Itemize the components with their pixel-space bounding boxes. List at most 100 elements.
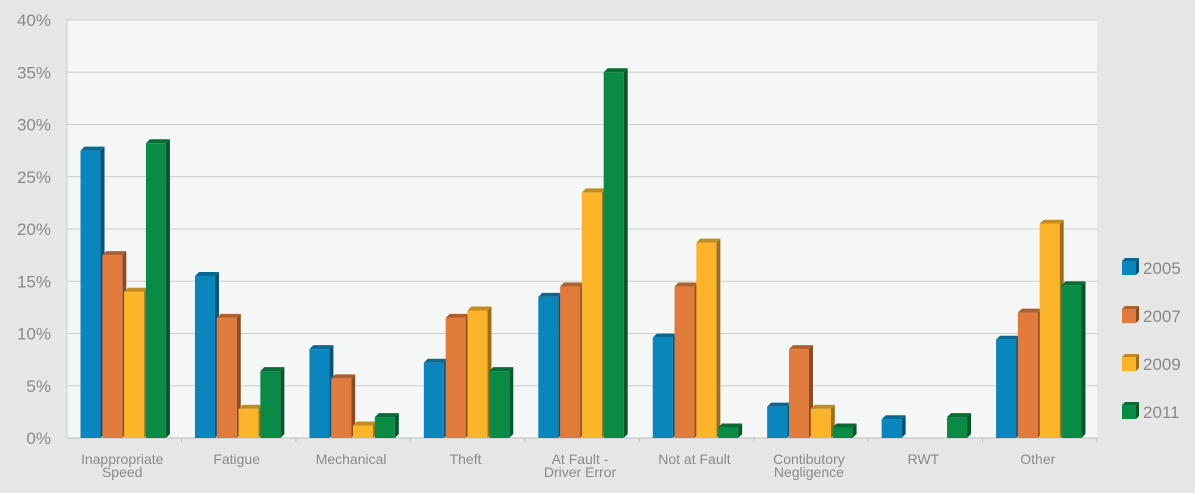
bar-top [996, 335, 1021, 340]
bar-front [560, 286, 581, 438]
legend-item-2005: 2005 [1122, 258, 1181, 278]
bar-front [124, 291, 145, 438]
bar-top [238, 404, 263, 409]
bar-front [238, 408, 259, 438]
bar-top [603, 68, 628, 73]
y-tick-label: 30% [17, 116, 51, 135]
x-category-label: Negligence [774, 464, 844, 480]
bar-top [145, 139, 170, 144]
bar-2009-5 [696, 238, 721, 438]
bar-top [374, 413, 399, 418]
bar-top [538, 292, 563, 297]
bar-front [467, 310, 488, 438]
x-category-label: At Fault - [552, 451, 609, 467]
bar-side [967, 413, 972, 438]
bar-top [581, 188, 606, 193]
bar-top [1017, 308, 1042, 313]
bar-top [124, 287, 149, 292]
bar-front [331, 378, 352, 438]
bar-2009-6 [810, 404, 835, 438]
y-tick-label: 40% [17, 11, 51, 30]
bar-2011-7 [947, 413, 972, 438]
bar-front [696, 242, 717, 438]
bar-front [194, 276, 215, 438]
bar-top [767, 402, 792, 407]
legend-item-2009: 2009 [1122, 354, 1181, 374]
x-category-label: Fatigue [213, 451, 260, 467]
bar-front [1039, 223, 1060, 438]
bar-2007-1 [216, 313, 241, 438]
bar-front [832, 427, 853, 438]
legend-swatch-side [1136, 306, 1139, 323]
bar-front [260, 371, 281, 438]
bar-top [718, 423, 743, 428]
bar-top [260, 367, 285, 372]
bar-2011-8 [1061, 281, 1086, 438]
legend-swatch-side [1136, 402, 1139, 419]
x-category-label: Speed [102, 464, 142, 480]
legend-label: 2007 [1143, 307, 1181, 326]
legend-swatch-top [1122, 402, 1139, 405]
bar-2007-0 [102, 251, 127, 438]
bar-front [538, 296, 559, 438]
legend: 2005 2007 2009 2011 [1122, 258, 1181, 422]
y-tick-label: 25% [17, 168, 51, 187]
x-category-label: Other [1020, 451, 1055, 467]
legend-swatch [1122, 261, 1136, 275]
bar-front [80, 150, 101, 438]
bar-2007-2 [331, 374, 356, 438]
bar-2011-0 [145, 139, 170, 438]
bar-front [445, 317, 466, 438]
bar-side [509, 367, 514, 438]
bar-top [80, 146, 105, 151]
bar-top [423, 358, 448, 363]
bar-top [560, 282, 585, 287]
bar-front [145, 143, 166, 438]
bar-side [394, 413, 399, 438]
legend-swatch [1122, 309, 1136, 323]
y-axis-ticks: 0% 5% 10% 15% 20% 25% 30% 35% 40% [17, 11, 51, 448]
bar-top [331, 374, 356, 379]
bar-front [581, 192, 602, 438]
bar-top [353, 421, 378, 426]
bar-front [810, 408, 831, 438]
bar-2011-5 [718, 423, 743, 438]
y-tick-label: 10% [17, 325, 51, 344]
bar-top [947, 413, 972, 418]
bar-side [236, 313, 241, 438]
bar-top [788, 345, 813, 350]
legend-swatch [1122, 357, 1136, 371]
bar-front [652, 337, 673, 438]
legend-swatch-side [1136, 354, 1139, 371]
bar-2007-6 [788, 345, 813, 438]
bar-side [716, 238, 721, 438]
bar-top [194, 272, 219, 277]
bar-top [1061, 281, 1086, 286]
bar-top [881, 415, 906, 420]
bar-top [467, 306, 492, 311]
y-tick-label: 15% [17, 272, 51, 291]
y-tick-label: 20% [17, 220, 51, 239]
bar-2005-7 [881, 415, 906, 438]
bar-2007-8 [1017, 308, 1042, 438]
bar-side [351, 374, 356, 438]
bar-top [309, 345, 334, 350]
bar-top [652, 333, 677, 338]
bar-2011-6 [832, 423, 857, 438]
bar-top [489, 367, 514, 372]
bar-2011-1 [260, 367, 285, 438]
bar-2005-0 [80, 146, 105, 438]
bar-front [788, 349, 809, 438]
bar-side [738, 423, 743, 438]
bar-2007-3 [445, 313, 470, 438]
bar-2005-1 [194, 272, 219, 438]
bar-top [696, 238, 721, 243]
bar-top [1039, 219, 1064, 224]
bar-2005-2 [309, 345, 334, 438]
bar-2009-3 [467, 306, 492, 438]
bar-front [489, 371, 510, 438]
bar-front [718, 427, 739, 438]
bar-front [1017, 312, 1038, 438]
